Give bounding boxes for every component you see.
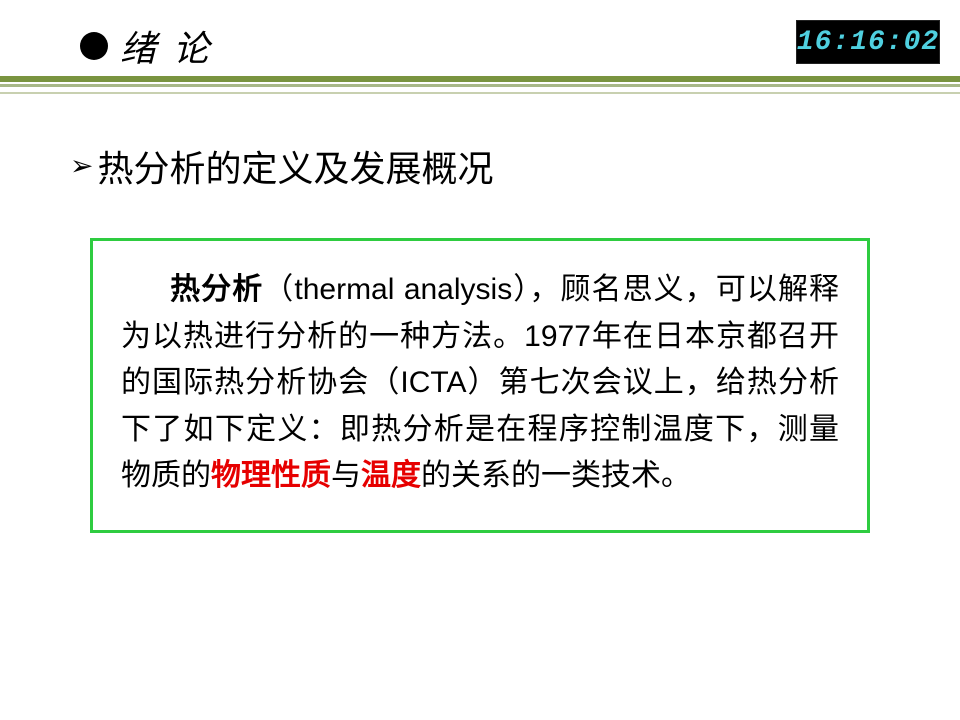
bullet-icon: [80, 32, 108, 60]
paren-close: ）: [512, 273, 529, 306]
text-4: 与: [331, 459, 361, 492]
keyword-2: 温度: [361, 459, 421, 492]
section-title: 热分析的定义及发展概况: [97, 140, 493, 192]
keyword-1: 物理性质: [211, 459, 331, 492]
latin-2: ICTA: [400, 366, 466, 399]
slide-header: 绪 论: [80, 20, 213, 72]
section-heading: ➢ 热分析的定义及发展概况: [70, 140, 493, 192]
digital-clock: 16:16:02: [796, 20, 940, 64]
slide: 绪 论 16:16:02 ➢ 热分析的定义及发展概况 热分析（thermal a…: [0, 0, 960, 720]
chevron-icon: ➢: [70, 153, 93, 181]
definition-text: 热分析（thermal analysis），顾名思义，可以解释为以热进行分析的一…: [121, 267, 839, 500]
term-bold: 热分析: [169, 273, 263, 306]
header-title: 绪 论: [120, 20, 213, 72]
paren-open: （: [263, 273, 294, 306]
divider: [0, 76, 960, 94]
latin-1: thermal analysis: [294, 273, 512, 306]
year: 1977: [524, 320, 591, 353]
divider-line-3: [0, 92, 960, 94]
definition-box: 热分析（thermal analysis），顾名思义，可以解释为以热进行分析的一…: [90, 238, 870, 533]
text-5: 的关系的一类技术。: [421, 459, 691, 492]
